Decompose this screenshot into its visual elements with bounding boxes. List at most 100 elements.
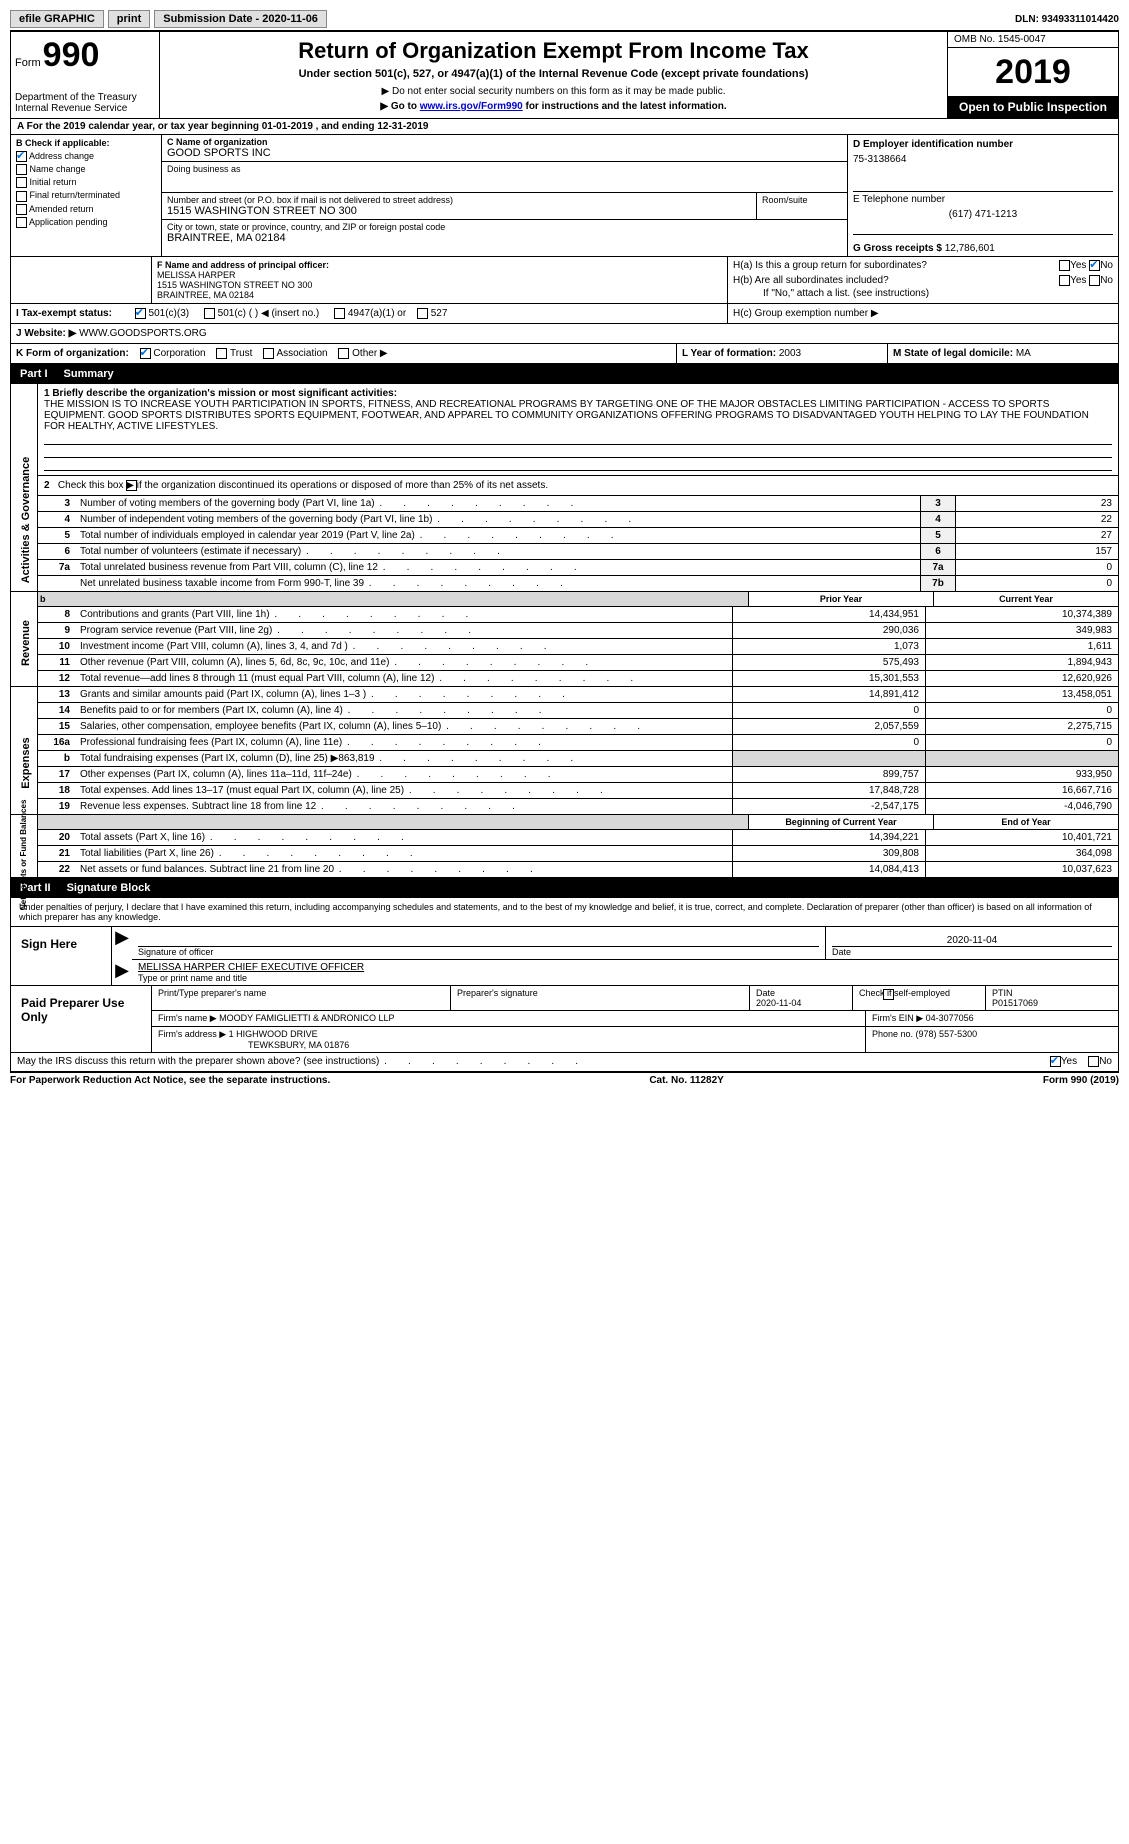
self-emp-checkbox[interactable] — [883, 989, 894, 1000]
no-label: No — [1099, 1057, 1112, 1068]
current-value: 16,667,716 — [925, 783, 1118, 798]
row-text: Other expenses (Part IX, column (A), lin… — [76, 767, 732, 782]
other-checkbox[interactable] — [338, 348, 349, 359]
row-text: Total liabilities (Part X, line 26) — [76, 846, 732, 861]
addr-label: Number and street (or P.O. box if mail i… — [167, 195, 751, 205]
527-checkbox[interactable] — [417, 308, 428, 319]
row-text: Total number of volunteers (estimate if … — [76, 544, 920, 559]
ein-value: 75-3138664 — [853, 154, 1113, 165]
b-checkbox-2[interactable] — [16, 177, 27, 188]
officer-name-title: MELISSA HARPER CHIEF EXECUTIVE OFFICER — [138, 962, 1112, 973]
b-label-4: Amended return — [27, 204, 94, 214]
prior-value: 15,301,553 — [732, 671, 925, 686]
current-value: 364,098 — [925, 846, 1118, 861]
room-suite-label: Room/suite — [757, 193, 847, 219]
tax-year-dates: A For the 2019 calendar year, or tax yea… — [10, 119, 1119, 135]
other-label: Other ▶ — [352, 348, 387, 359]
row-text: Net assets or fund balances. Subtract li… — [76, 862, 732, 877]
prior-value: 14,084,413 — [732, 862, 925, 877]
501c-checkbox[interactable] — [204, 308, 215, 319]
submission-date-label: Submission Date - 2020-11-06 — [154, 10, 327, 28]
4947-checkbox[interactable] — [334, 308, 345, 319]
corp-checkbox[interactable] — [140, 348, 151, 359]
yes-label: Yes — [1061, 1057, 1077, 1068]
b-checkbox-4[interactable] — [16, 204, 27, 215]
ha-no-checkbox[interactable] — [1089, 260, 1100, 271]
tax-year: 2019 — [948, 48, 1118, 96]
dba-label: Doing business as — [167, 164, 842, 174]
officer-name: MELISSA HARPER — [157, 270, 722, 280]
row-text: Net unrelated business taxable income fr… — [76, 576, 920, 591]
dept-treasury: Department of the Treasury — [15, 92, 155, 103]
discuss-yes-checkbox[interactable] — [1050, 1056, 1061, 1067]
tax-exempt-label: I Tax-exempt status: — [16, 308, 112, 319]
prior-value: 14,394,221 — [732, 830, 925, 845]
prior-value: -2,547,175 — [732, 799, 925, 814]
row-num: 14 — [38, 703, 76, 718]
mission-text: THE MISSION IS TO INCREASE YOUTH PARTICI… — [44, 399, 1112, 432]
b-checkbox-5[interactable] — [16, 217, 27, 228]
b-checkbox-3[interactable] — [16, 191, 27, 202]
current-year-header: Current Year — [933, 592, 1118, 606]
efile-link[interactable]: efile GRAPHIC — [10, 10, 104, 28]
row-value: 157 — [955, 544, 1118, 559]
yes-label: Yes — [1070, 260, 1086, 271]
row-text: Number of independent voting members of … — [76, 512, 920, 527]
row-value: 23 — [955, 496, 1118, 511]
firm-name-value: MOODY FAMIGLIETTI & ANDRONICO LLP — [219, 1013, 394, 1023]
trust-checkbox[interactable] — [216, 348, 227, 359]
sign-here-label: Sign Here — [11, 927, 112, 985]
b-checkbox-1[interactable] — [16, 164, 27, 175]
netassets-side-label: Net Assets or Fund Balances — [20, 800, 28, 910]
row-text: Number of voting members of the governin… — [76, 496, 920, 511]
row-value: 27 — [955, 528, 1118, 543]
hb-label: H(b) Are all subordinates included? — [733, 275, 889, 286]
line2-checkbox[interactable] — [126, 480, 137, 491]
assoc-checkbox[interactable] — [263, 348, 274, 359]
declaration-text: Under penalties of perjury, I declare th… — [11, 898, 1118, 926]
row-text: Professional fundraising fees (Part IX, … — [76, 735, 732, 750]
domicile-value: MA — [1016, 348, 1031, 359]
row-text: Total number of individuals employed in … — [76, 528, 920, 543]
ein-label: D Employer identification number — [853, 139, 1113, 150]
hb-no-checkbox[interactable] — [1089, 275, 1100, 286]
section-b-title: B Check if applicable: — [16, 138, 156, 148]
ssn-warning: ▶ Do not enter social security numbers o… — [166, 86, 941, 97]
current-value: -4,046,790 — [925, 799, 1118, 814]
527-label: 527 — [431, 308, 448, 319]
discuss-label: May the IRS discuss this return with the… — [17, 1056, 379, 1067]
row-text: Program service revenue (Part VIII, line… — [76, 623, 732, 638]
hc-label: H(c) Group exemption number ▶ — [733, 308, 879, 319]
firm-addr1-value: 1 HIGHWOOD DRIVE — [229, 1029, 318, 1039]
assoc-label: Association — [276, 348, 327, 359]
b-checkbox-0[interactable] — [16, 151, 27, 162]
paid-preparer-label: Paid Preparer Use Only — [11, 986, 152, 1052]
footer-form-a: Form — [1043, 1075, 1071, 1086]
ptin-label: PTIN — [992, 988, 1112, 998]
prior-value: 309,808 — [732, 846, 925, 861]
hb-yes-checkbox[interactable] — [1059, 275, 1070, 286]
org-name-label: C Name of organization — [167, 137, 842, 147]
public-inspection-label: Open to Public Inspection — [948, 96, 1118, 118]
paperwork-notice: For Paperwork Reduction Act Notice, see … — [10, 1075, 330, 1086]
501c3-checkbox[interactable] — [135, 308, 146, 319]
prior-value: 14,434,951 — [732, 607, 925, 622]
print-button[interactable]: print — [108, 10, 150, 28]
self-emp-label: Check if self-employed — [859, 988, 950, 998]
trust-label: Trust — [230, 348, 252, 359]
row-box: 3 — [920, 496, 955, 511]
ha-yes-checkbox[interactable] — [1059, 260, 1070, 271]
instructions-link[interactable]: www.irs.gov/Form990 — [420, 101, 523, 112]
row-text: Total fundraising expenses (Part IX, col… — [76, 751, 732, 766]
year-formation-value: 2003 — [779, 348, 801, 359]
row-box: 7a — [920, 560, 955, 575]
row-num: 18 — [38, 783, 76, 798]
row-text: Other revenue (Part VIII, column (A), li… — [76, 655, 732, 670]
firm-name-label: Firm's name ▶ — [158, 1013, 219, 1023]
row-value: 0 — [955, 560, 1118, 575]
officer-addr1: 1515 WASHINGTON STREET NO 300 — [157, 280, 722, 290]
discuss-no-checkbox[interactable] — [1088, 1056, 1099, 1067]
website-value: WWW.GOODSPORTS.ORG — [79, 328, 207, 339]
b-label-0: Address change — [27, 151, 94, 161]
firm-phone-value: (978) 557-5300 — [916, 1029, 978, 1039]
